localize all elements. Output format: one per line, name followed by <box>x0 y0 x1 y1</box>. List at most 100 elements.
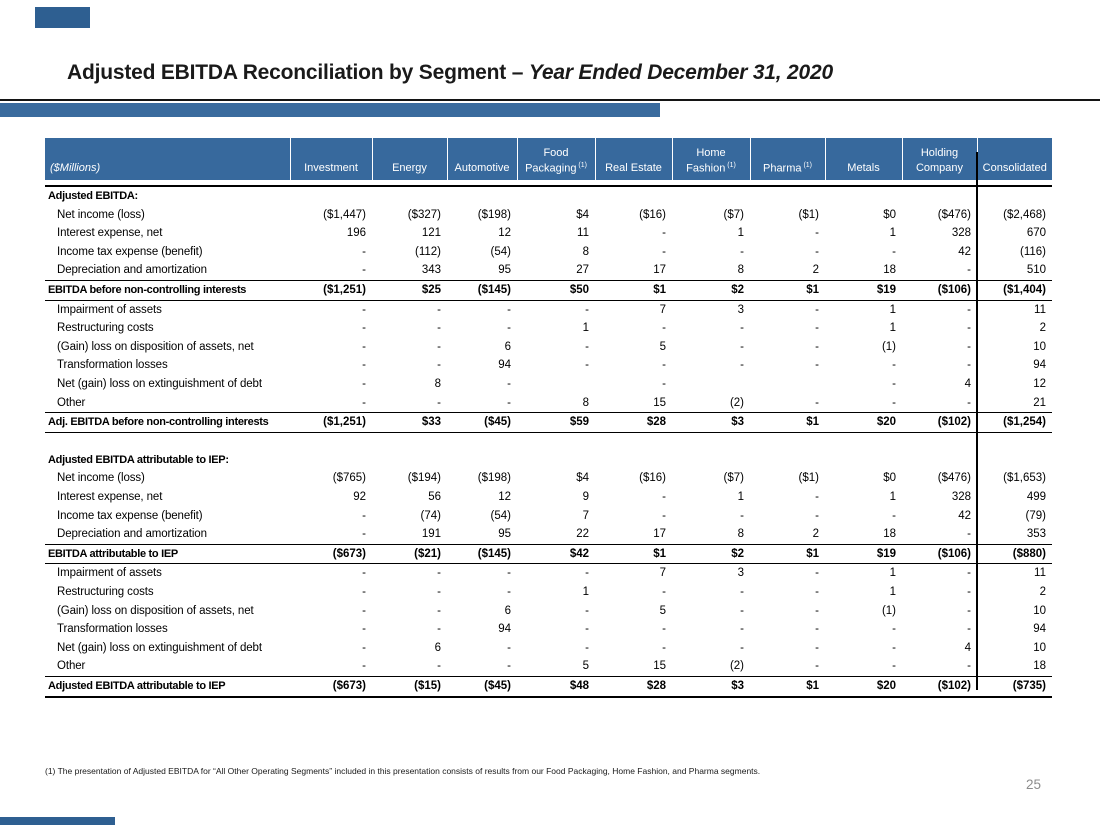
value-cell: 121 <box>421 227 441 240</box>
value-cell: 670 <box>1026 227 1046 240</box>
value-cell: 2 <box>1039 322 1046 335</box>
value-cell: - <box>362 303 366 316</box>
slide-title: Adjusted EBITDA Reconciliation by Segmen… <box>67 61 833 85</box>
value-cell: 1 <box>889 227 896 240</box>
table-row: Net income (loss) ($765) ($194) ($198) $4 ($1… <box>45 469 1052 488</box>
value-cell: 10 <box>1033 604 1046 617</box>
value-cell: 12 <box>498 491 511 503</box>
consolidated-separator-line <box>976 152 978 690</box>
value-cell: 3 <box>737 303 744 316</box>
value-cell: - <box>507 396 511 409</box>
value-cell: - <box>815 245 819 258</box>
page-number: 25 <box>1026 777 1042 792</box>
value-cell: 94 <box>498 623 511 636</box>
value-cell: - <box>362 264 366 277</box>
column-header: Metals <box>824 138 902 180</box>
value-cell: ($102) <box>902 675 977 698</box>
value-cell <box>517 451 595 470</box>
table-row: Other - - - 8 15 (2) - - - 21 <box>45 394 1052 413</box>
value-cell: ($673) <box>290 675 372 698</box>
value-cell: $20 <box>825 675 902 698</box>
column-header: Consolidated <box>976 138 1052 180</box>
row-label: Other <box>57 660 86 673</box>
value-cell: ($145) <box>447 543 517 565</box>
value-cell: - <box>507 377 511 390</box>
value-cell: - <box>362 641 366 654</box>
value-cell: - <box>362 377 366 390</box>
value-cell: - <box>815 509 819 522</box>
value-cell: 8 <box>582 245 589 258</box>
value-cell: - <box>815 567 819 580</box>
row-label: Impairment of assets <box>57 567 162 580</box>
value-cell: (112) <box>415 245 441 258</box>
value-cell: ($16) <box>639 208 666 221</box>
value-cell: - <box>437 567 441 580</box>
value-cell: ($1,653) <box>1003 472 1046 485</box>
column-header: Home Fashion (1) <box>671 138 750 180</box>
value-cell: 5 <box>659 604 666 617</box>
value-cell: - <box>892 509 896 522</box>
value-cell: ($2,468) <box>1003 208 1046 221</box>
value-cell: - <box>437 604 441 617</box>
value-cell: ($102) <box>902 412 977 433</box>
value-cell <box>977 432 1052 451</box>
value-cell <box>290 451 372 470</box>
value-cell: - <box>967 322 971 335</box>
value-cell: - <box>740 604 744 617</box>
value-cell: 94 <box>498 359 511 372</box>
value-cell <box>447 451 517 470</box>
table-row: EBITDA before non-controlling interests(… <box>45 279 1052 301</box>
value-cell: - <box>662 377 666 390</box>
value-cell: 2 <box>1039 585 1046 598</box>
unit-label: ($Millions) <box>45 138 290 180</box>
value-cell: 1 <box>889 491 896 503</box>
value-cell: - <box>362 509 366 522</box>
value-cell: 42 <box>958 245 971 258</box>
table-row: Impairment of assets - - - - 7 3 - 1 - 11 <box>45 300 1052 319</box>
value-cell: - <box>815 585 819 598</box>
value-cell: 1 <box>889 585 896 598</box>
table-row: Net (gain) loss on extinguishment of deb… <box>45 375 1052 394</box>
footnote: (1) The presentation of Adjusted EBITDA … <box>45 766 761 776</box>
table-row: Adjusted EBITDA attributable to IEP ($673… <box>45 675 1052 698</box>
value-cell <box>372 186 447 206</box>
value-cell: 95 <box>498 528 511 541</box>
value-cell: - <box>892 623 896 636</box>
value-cell: 11 <box>1034 567 1046 580</box>
row-label: EBITDA before non-controlling interests <box>45 279 290 301</box>
table-row: Net (gain) loss on extinguishment of deb… <box>45 639 1052 658</box>
value-cell: - <box>967 585 971 598</box>
table-row: Impairment of assets - - - - 7 3 - 1 - 11 <box>45 564 1052 583</box>
value-cell: - <box>362 245 366 258</box>
value-cell: - <box>815 660 819 673</box>
value-cell: $25 <box>372 279 447 301</box>
value-cell: ($16) <box>639 472 666 485</box>
value-cell: - <box>507 303 511 316</box>
value-cell <box>825 451 902 470</box>
column-header: Automotive <box>446 138 517 180</box>
value-cell <box>595 432 672 451</box>
value-cell: - <box>967 660 971 673</box>
value-cell <box>372 451 447 470</box>
value-cell: 8 <box>737 264 744 277</box>
value-cell: - <box>662 623 666 636</box>
value-cell: 4 <box>964 377 971 390</box>
value-cell: - <box>967 623 971 636</box>
value-cell: - <box>740 585 744 598</box>
value-cell <box>595 451 672 470</box>
value-cell: - <box>967 528 971 541</box>
value-cell: - <box>362 623 366 636</box>
row-label: Adjusted EBITDA attributable to IEP <box>45 675 290 698</box>
value-cell: 1 <box>582 585 589 598</box>
table-row: (Gain) loss on disposition of assets, ne… <box>45 602 1052 621</box>
value-cell: - <box>585 641 589 654</box>
header-underline <box>45 180 1052 187</box>
value-cell: 42 <box>958 509 971 522</box>
value-cell: 18 <box>883 528 896 541</box>
value-cell: - <box>815 359 819 372</box>
bottom-accent-bar <box>0 817 115 825</box>
value-cell: (2) <box>729 396 744 409</box>
value-cell: - <box>740 245 744 258</box>
title-accent-bar <box>0 103 660 117</box>
